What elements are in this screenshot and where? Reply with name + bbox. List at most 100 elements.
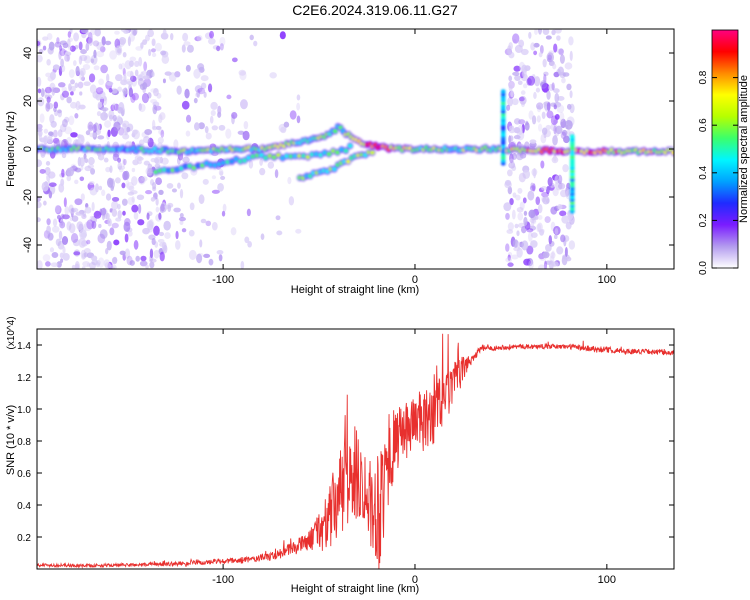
spectrogram-noise-cell	[109, 264, 117, 269]
spectrogram-noise-cell	[127, 196, 135, 206]
spectrogram-noise-cell	[505, 243, 510, 252]
spectrogram-noise-cell	[565, 221, 572, 230]
spectrogram-noise-cell	[231, 57, 238, 63]
spectrogram-noise-cell	[516, 152, 524, 161]
spectrogram-noise-cell	[96, 123, 101, 133]
spectrogram-noise-cell	[534, 29, 538, 35]
spectrogram-noise-cell	[131, 176, 138, 186]
spectrogram-noise-cell	[517, 124, 524, 136]
spectrogram-noise-cell	[530, 42, 536, 51]
spectrogram-noise-cell	[514, 223, 519, 229]
spectrogram-noise-cell	[504, 181, 512, 189]
spectrogram-noise-cell	[74, 198, 83, 206]
spectrogram-noise-cell	[127, 191, 135, 196]
lower-branch-cell	[345, 159, 351, 164]
spectrogram-noise-cell	[108, 87, 113, 93]
spectrogram-noise-cell	[107, 218, 112, 227]
spectrogram-noise-cell	[98, 90, 106, 100]
spectrogram-noise-cell	[509, 158, 515, 167]
spectrogram-noise-cell	[123, 221, 131, 232]
spectrogram-noise-cell	[557, 182, 566, 190]
spectrogram-noise-cell	[175, 240, 181, 250]
spectrogram-noise-cell	[537, 29, 543, 35]
spectrogram-noise-cell	[158, 212, 162, 220]
spectrogram-noise-cell	[106, 240, 112, 251]
colorbar-ticks: 0.0 0.2 0.4 0.6 0.8	[698, 70, 738, 275]
spectrogram-noise-cell	[288, 196, 295, 206]
spectrogram-noise-cell	[90, 168, 96, 175]
spectrogram-noise-cell	[209, 115, 214, 124]
spectrogram-noise-cell	[46, 59, 51, 66]
spectrogram-noise-cell	[289, 110, 297, 120]
spectrogram-noise-cell	[58, 65, 63, 77]
spectrogram-noise-cell	[135, 46, 143, 51]
spectrogram-noise-cell	[555, 125, 563, 135]
spectrogram-noise-cell	[122, 51, 127, 58]
spectrogram-noise-cell	[546, 185, 552, 191]
spectrogram-noise-cell	[72, 60, 77, 66]
spectrogram-noise-cell	[523, 210, 528, 216]
spectrogram-noise-cell	[79, 91, 83, 96]
spectrogram-noise-cell	[550, 206, 558, 215]
spectrogram-noise-cell	[511, 254, 519, 260]
spectrogram-noise-cell	[165, 222, 170, 231]
spectrogram-noise-cell	[153, 249, 160, 259]
spectrogram-noise-cell	[62, 246, 66, 255]
spectrogram-noise-cell	[44, 166, 51, 176]
spectrogram-noise-cell	[553, 125, 557, 135]
spectrogram-noise-cell	[82, 210, 87, 218]
spectrogram-noise-cell	[39, 113, 45, 124]
spectrogram-noise-cell	[89, 215, 94, 222]
spectrogram-noise-cell	[92, 123, 97, 133]
spectrogram-noise-cell	[149, 219, 154, 228]
spectrogram-noise-cell	[112, 153, 120, 162]
spectrogram-noise-cell	[528, 110, 534, 120]
spectrogram-noise-cell	[42, 254, 51, 262]
spectrogram-noise-cell	[164, 71, 172, 76]
spectrogram-noise-cell	[106, 73, 110, 83]
spectrogram-noise-cell	[161, 54, 170, 65]
spectrogram-noise-cell	[568, 240, 576, 250]
spectrogram-noise-cell	[131, 196, 135, 203]
spectrogram-noise-cell	[130, 75, 137, 82]
spectrogram-noise-cell	[569, 90, 573, 99]
spectrogram-noise-cell	[534, 215, 539, 220]
spectrogram-noise-cell	[218, 254, 223, 262]
spectrogram-noise-cell	[66, 221, 72, 231]
spectrogram-noise-cell	[550, 115, 558, 126]
secondary-trace-cell	[326, 151, 332, 157]
spectrogram-noise-cell	[246, 208, 251, 217]
spectrogram-noise-cell	[110, 104, 116, 112]
spectrogram-noise-cell	[542, 251, 550, 259]
spectrogram-noise-cell	[78, 134, 85, 145]
snr-ytick-label: 1.0	[17, 405, 31, 416]
spectrogram-noise-cell	[75, 100, 81, 111]
snr-ytick-label: 0.4	[17, 501, 31, 512]
spectrogram-noise-cell	[103, 157, 109, 163]
spectrogram-noise-cell	[125, 179, 130, 189]
secondary-trace-cell	[347, 143, 353, 148]
spectrogram-noise-cell	[147, 29, 155, 38]
spectrogram-noise-cell	[58, 50, 62, 60]
spectrogram-xtick-label: 100	[598, 274, 616, 286]
spectrogram-noise-cell	[564, 246, 568, 258]
spectrogram-noise-cell	[175, 230, 179, 240]
spectrogram-noise-cell	[151, 119, 156, 130]
spectrogram-noise-cell	[44, 86, 52, 94]
spectrogram-noise-cell	[114, 30, 120, 35]
lower-branch-cell	[369, 150, 375, 155]
spectrogram-noise-cell	[551, 29, 556, 36]
spectrogram-noise-cell	[82, 63, 91, 71]
spectrogram-noise-cell	[51, 225, 60, 233]
spectrogram-noise-cell	[138, 103, 146, 113]
spectrogram-noise-cell	[178, 216, 186, 222]
spectrogram-noise-cell	[155, 125, 162, 131]
spectrogram-noise-cell	[149, 221, 155, 227]
spectrogram-noise-cell	[52, 218, 58, 227]
spectrogram-noise-cell	[86, 262, 91, 268]
spectrogram-noise-cell	[121, 29, 127, 33]
spectrogram-noise-cell	[259, 158, 263, 166]
spectrogram-noise-cell	[170, 33, 174, 41]
spectrogram-noise-cell	[45, 261, 51, 267]
spectrogram-noise-cell	[526, 228, 534, 233]
